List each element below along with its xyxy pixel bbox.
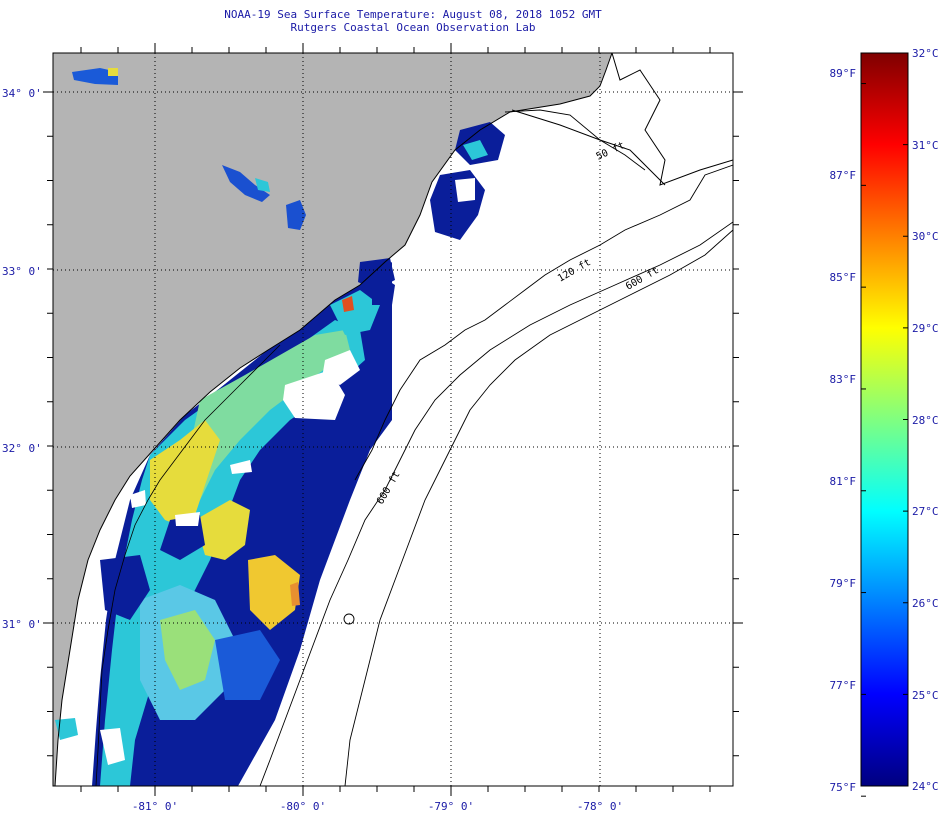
cb-c-25: 25°C bbox=[912, 689, 939, 702]
colorbar-ticks bbox=[861, 52, 908, 797]
lat-label-32: 32° 0' bbox=[2, 442, 42, 455]
isobath-120ft bbox=[354, 164, 733, 481]
nc-outline bbox=[611, 53, 733, 186]
cb-c-30: 30°C bbox=[912, 230, 939, 243]
map-frame bbox=[52, 52, 734, 787]
cb-f-79: 79°F bbox=[830, 577, 857, 590]
lon-label-81: -81° 0' bbox=[132, 800, 178, 813]
map-subtitle: Rutgers Coastal Ocean Observation Lab bbox=[290, 21, 536, 34]
lat-label-33: 33° 0' bbox=[2, 265, 42, 278]
sst-swath bbox=[55, 68, 505, 786]
graticule bbox=[53, 53, 733, 786]
cb-f-77: 77°F bbox=[830, 679, 857, 692]
lat-label-31: 31° 0' bbox=[2, 618, 42, 631]
cb-c-28: 28°C bbox=[912, 414, 939, 427]
seamount-contour bbox=[343, 613, 355, 625]
isobath-label-120ft: 120 ft bbox=[556, 257, 593, 285]
land-mass bbox=[53, 53, 612, 786]
cb-c-24: 24°C bbox=[912, 780, 939, 793]
coastline bbox=[54, 53, 613, 786]
cb-c-29: 29°C bbox=[912, 322, 939, 335]
cb-c-32: 32°C bbox=[912, 47, 939, 60]
cb-f-87: 87°F bbox=[830, 169, 857, 182]
frame-ticks bbox=[43, 43, 743, 796]
cb-f-81: 81°F bbox=[830, 475, 857, 488]
cb-f-83: 83°F bbox=[830, 373, 857, 386]
cb-f-89: 89°F bbox=[830, 67, 857, 80]
cb-f-85: 85°F bbox=[830, 271, 857, 284]
inner-coastline bbox=[95, 344, 281, 786]
lon-label-78: -78° 0' bbox=[577, 800, 623, 813]
cb-c-31: 31°C bbox=[912, 139, 939, 152]
colorbar bbox=[860, 52, 909, 787]
isobath-50ft bbox=[504, 109, 646, 171]
lon-label-80: -80° 0' bbox=[280, 800, 326, 813]
map-title: NOAA-19 Sea Surface Temperature: August … bbox=[224, 8, 602, 21]
isobath-label-600ft-south: 600 ft bbox=[375, 470, 403, 507]
cb-c-27: 27°C bbox=[912, 505, 939, 518]
lon-label-79: -79° 0' bbox=[428, 800, 474, 813]
nc-shelf-edge bbox=[511, 109, 666, 186]
cb-c-26: 26°C bbox=[912, 597, 939, 610]
cb-f-75: 75°F bbox=[830, 781, 857, 794]
lat-label-34: 34° 0' bbox=[2, 87, 42, 100]
isobath-600ft-b bbox=[344, 229, 733, 786]
